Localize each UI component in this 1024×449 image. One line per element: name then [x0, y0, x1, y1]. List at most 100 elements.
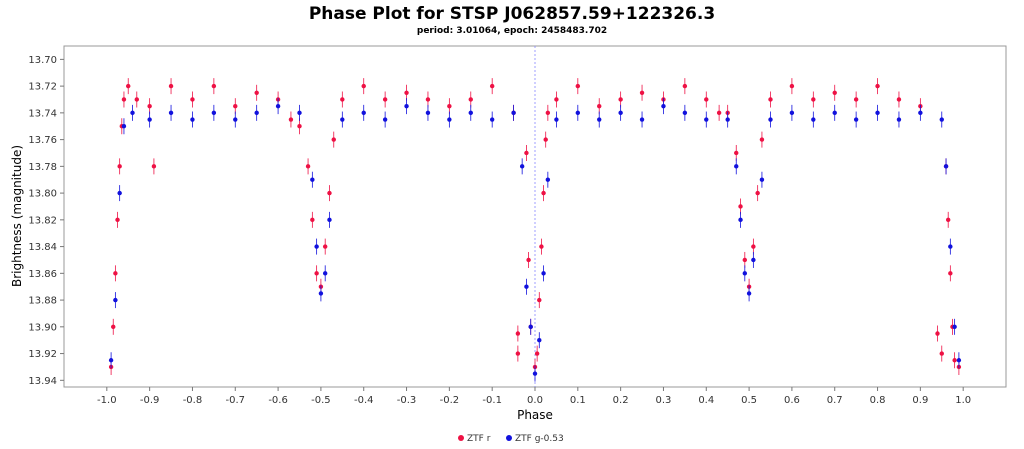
y-tick-label: 13.76	[28, 135, 57, 146]
data-point	[575, 83, 581, 89]
data-point	[811, 117, 816, 122]
y-axis-label: Brightness (magnitude)	[10, 145, 24, 287]
chart-title: Phase Plot for STSP J062857.59+122326.3	[308, 4, 716, 24]
data-point	[447, 103, 452, 109]
y-tick-label: 13.90	[28, 322, 57, 333]
x-tick-label: -0.8	[183, 395, 203, 406]
data-point	[322, 271, 328, 276]
data-point	[254, 110, 259, 116]
data-point	[751, 244, 756, 249]
x-tick-label: 0.0	[527, 395, 543, 406]
data-point	[404, 90, 409, 96]
data-point	[190, 117, 195, 122]
data-point	[147, 117, 152, 122]
data-point	[117, 164, 122, 169]
data-point	[275, 103, 281, 109]
data-point	[310, 177, 315, 182]
x-tick-label: 0.3	[656, 395, 672, 406]
y-tick-label: 13.72	[28, 82, 57, 93]
data-point	[233, 103, 238, 109]
data-point	[682, 83, 688, 89]
x-tick-label: 0.2	[613, 395, 629, 406]
x-tick-label: -0.5	[311, 395, 331, 406]
data-point	[682, 110, 688, 116]
data-point	[541, 271, 546, 276]
data-point	[725, 117, 730, 122]
data-point	[151, 164, 157, 169]
data-point	[639, 90, 645, 96]
data-point	[789, 110, 795, 116]
data-point	[759, 137, 765, 142]
x-tick-label: 0.6	[784, 395, 800, 406]
x-tick-label: 0.4	[698, 395, 714, 406]
data-point	[943, 164, 949, 169]
data-point	[524, 150, 529, 156]
data-point	[956, 358, 962, 363]
data-point	[288, 117, 294, 122]
data-point	[233, 117, 238, 122]
data-point	[734, 164, 739, 169]
data-point	[134, 97, 139, 102]
y-tick-label: 13.92	[28, 349, 57, 360]
data-point	[789, 83, 795, 89]
data-point	[853, 117, 859, 122]
data-point	[539, 244, 544, 249]
data-point	[147, 103, 152, 109]
data-point	[554, 97, 559, 102]
data-point	[489, 83, 495, 89]
data-point	[597, 103, 602, 109]
data-point	[768, 117, 773, 122]
data-point	[524, 284, 529, 289]
data-point	[541, 190, 546, 196]
x-tick-label: 0.9	[912, 395, 928, 406]
data-point	[734, 150, 739, 156]
data-point	[948, 271, 953, 276]
data-point	[121, 97, 127, 102]
data-point	[618, 110, 623, 116]
data-point	[532, 371, 538, 376]
data-point	[543, 137, 548, 142]
data-point	[361, 83, 366, 89]
data-point	[554, 117, 559, 122]
series-ztf-g	[108, 98, 962, 382]
data-point	[340, 117, 345, 122]
y-tick-label: 13.70	[28, 55, 57, 66]
data-point	[537, 297, 542, 303]
data-point	[404, 103, 409, 109]
data-point	[853, 97, 859, 102]
data-point	[918, 110, 923, 116]
data-point	[314, 244, 319, 249]
data-point	[318, 291, 324, 296]
data-point	[751, 257, 756, 263]
x-axis-ticks: -1.0 -0.9 -0.8 -0.7 -0.6 -0.5 -0.4 -0.3 -0.2 -0.1…	[97, 387, 971, 406]
data-point	[111, 324, 116, 330]
data-point	[526, 257, 531, 263]
data-point	[704, 97, 709, 102]
x-tick-label: -0.2	[440, 395, 460, 406]
data-point	[939, 117, 944, 122]
y-tick-label: 13.88	[28, 296, 57, 307]
y-tick-label: 13.86	[28, 269, 57, 280]
data-point	[113, 271, 118, 276]
data-point	[113, 297, 118, 303]
data-point	[211, 110, 217, 116]
data-point	[254, 90, 259, 96]
data-point	[305, 164, 311, 169]
legend-marker-ztf-r	[458, 435, 464, 441]
x-tick-label: 0.1	[570, 395, 586, 406]
data-point	[545, 177, 551, 182]
data-point	[211, 83, 217, 89]
data-point	[875, 110, 880, 116]
data-point	[639, 117, 645, 122]
chart-subtitle: period: 3.01064, epoch: 2458483.702	[416, 26, 608, 36]
data-point	[447, 117, 452, 122]
data-point	[597, 117, 602, 122]
data-point	[945, 217, 951, 223]
data-point	[545, 110, 551, 116]
data-point	[468, 110, 473, 116]
data-point	[327, 217, 332, 223]
data-point	[832, 110, 837, 116]
data-point	[952, 324, 957, 330]
data-point	[896, 97, 902, 102]
data-point	[108, 358, 114, 363]
